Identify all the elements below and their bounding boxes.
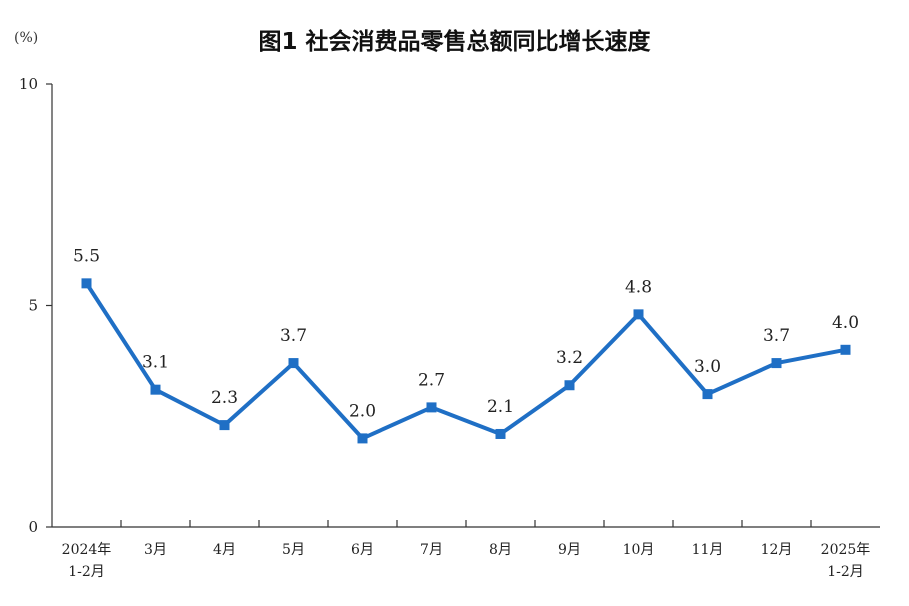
data-label: 2.1	[487, 397, 514, 417]
y-tick-label: 0	[28, 518, 38, 536]
data-point	[633, 309, 644, 320]
x-tick-label: 2025年 1-2月	[821, 542, 871, 580]
x-tick-label: 3月	[144, 542, 167, 558]
series-line	[84, 282, 846, 441]
data-point	[840, 344, 851, 355]
data-label: 4.8	[625, 277, 652, 297]
x-tick-label: 7月	[420, 542, 443, 558]
x-tick-label: 8月	[489, 542, 512, 558]
x-tick-label: 6月	[351, 542, 374, 558]
data-point	[426, 402, 437, 413]
x-tick-labels: 2024年 1-2月 3月 4月 5月 6月 7月 8月 9月 10月 11月 12月 2025年 1-2…	[62, 542, 871, 580]
data-label: 3.0	[694, 357, 721, 377]
data-label: 3.2	[556, 348, 583, 368]
data-label: 2.7	[418, 370, 445, 390]
data-point	[288, 358, 299, 369]
x-tick-label: 5月	[282, 542, 305, 558]
data-label: 3.7	[763, 326, 790, 346]
data-points	[81, 278, 851, 444]
y-tick-label: 5	[28, 297, 38, 315]
x-tick-label: 2024年 1-2月	[62, 542, 112, 580]
data-point	[495, 428, 506, 439]
data-point	[771, 358, 782, 369]
data-label: 5.5	[73, 246, 100, 266]
data-point	[357, 433, 368, 444]
y-unit-label: (%)	[14, 30, 39, 46]
x-tick-label: 10月	[623, 542, 655, 558]
data-label: 4.0	[832, 313, 859, 333]
x-tick-label: 4月	[213, 542, 236, 558]
chart-title: 图1 社会消费品零售总额同比增长速度	[258, 29, 651, 55]
data-point	[81, 278, 92, 289]
x-tick-label: 12月	[761, 542, 793, 558]
data-point	[564, 380, 575, 391]
data-label: 3.1	[142, 353, 169, 373]
data-point	[150, 384, 161, 395]
y-tick-label: 10	[19, 75, 38, 93]
axes	[46, 83, 880, 528]
data-label: 2.3	[211, 388, 238, 408]
data-label: 2.0	[349, 401, 376, 421]
data-label: 3.7	[280, 326, 307, 346]
data-labels: 5.5 3.1 2.3 3.7 2.0 2.7 2.1 3.2 4.8 3.0 3.7 4.0	[73, 246, 859, 421]
y-tick-labels: 0 5 10	[19, 75, 38, 536]
x-tick-label: 9月	[558, 542, 581, 558]
x-tick-label: 11月	[692, 542, 724, 558]
data-point	[702, 389, 713, 400]
data-point	[219, 420, 230, 431]
